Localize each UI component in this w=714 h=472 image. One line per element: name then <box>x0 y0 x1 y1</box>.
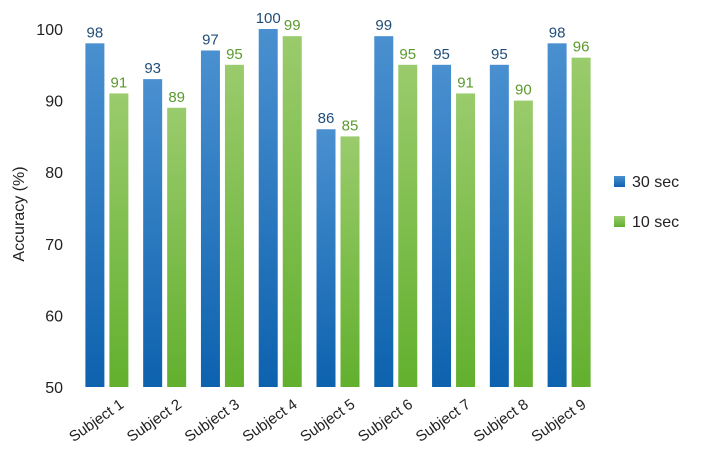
bar-series-2 <box>109 93 129 387</box>
data-label: 99 <box>375 17 392 34</box>
y-tick-label: 80 <box>45 165 63 182</box>
data-label: 96 <box>573 39 590 56</box>
bar-series-1 <box>432 64 452 388</box>
data-label: 93 <box>144 60 161 77</box>
data-label: 95 <box>226 46 243 63</box>
y-tick-label: 100 <box>36 22 63 39</box>
x-tick-label: Subject 2 <box>124 396 185 446</box>
data-label: 95 <box>433 46 450 63</box>
data-label: 85 <box>342 117 359 134</box>
bar-series-1 <box>374 36 394 387</box>
bar-series-2 <box>571 57 591 387</box>
y-axis-ticks: 50 60 70 80 90 100 <box>36 22 63 397</box>
bar-series-2 <box>167 107 187 387</box>
bar-series-1 <box>489 64 509 388</box>
legend: 30 sec 10 sec <box>614 174 679 231</box>
data-label: 99 <box>284 17 301 34</box>
x-tick-label: Subject 9 <box>528 396 589 446</box>
legend-swatch <box>614 216 625 227</box>
bar-series-1 <box>85 43 105 387</box>
bar-series-2 <box>398 64 418 388</box>
data-label: 86 <box>318 110 335 127</box>
bar-series-1 <box>316 129 336 388</box>
data-label: 91 <box>111 74 128 91</box>
data-label: 95 <box>399 46 416 63</box>
bar-series-2 <box>456 93 476 387</box>
y-axis-title: Accuracy (%) <box>11 166 28 261</box>
data-label: 90 <box>515 82 532 99</box>
y-tick-label: 70 <box>45 237 63 254</box>
x-tick-label: Subject 8 <box>471 396 532 446</box>
bar-series-2 <box>224 64 244 388</box>
data-label: 97 <box>202 31 219 48</box>
bar-series-1 <box>547 43 567 387</box>
bar-series-2 <box>513 100 533 387</box>
x-tick-label: Subject 5 <box>297 396 358 446</box>
bar-series-1 <box>200 50 220 387</box>
data-label: 89 <box>168 89 185 106</box>
bar-series-1 <box>143 79 163 388</box>
bar-series-2 <box>340 136 360 387</box>
data-label: 95 <box>491 46 508 63</box>
x-tick-label: Subject 1 <box>66 396 127 446</box>
y-tick-label: 60 <box>45 308 63 325</box>
data-label: 100 <box>256 10 281 27</box>
x-tick-label: Subject 3 <box>182 396 243 446</box>
bar-series-1 <box>258 29 278 387</box>
legend-label: 10 sec <box>632 214 679 231</box>
y-tick-label: 50 <box>45 380 63 397</box>
x-tick-label: Subject 4 <box>239 396 300 446</box>
data-label: 98 <box>549 24 566 41</box>
bars <box>85 29 591 388</box>
bar-series-2 <box>282 36 302 387</box>
data-label: 91 <box>457 74 474 91</box>
x-tick-label: Subject 6 <box>355 396 416 446</box>
x-tick-label: Subject 7 <box>413 396 474 446</box>
data-label: 98 <box>87 24 104 41</box>
y-tick-label: 90 <box>45 94 63 111</box>
legend-label: 30 sec <box>632 174 679 191</box>
legend-swatch <box>614 176 625 187</box>
